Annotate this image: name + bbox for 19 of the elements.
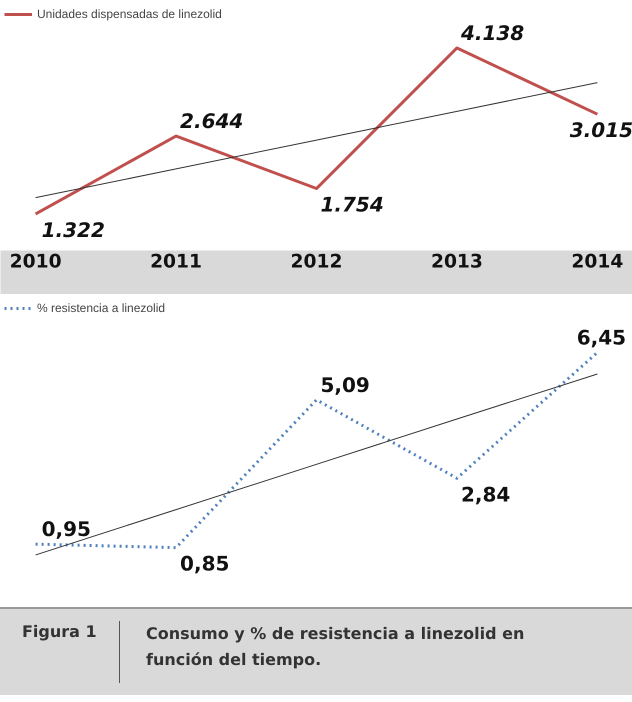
legend-label: Unidades dispensadas de linezolid xyxy=(37,7,222,21)
text: Figura 1 xyxy=(10,621,120,683)
data-label: 2,84 xyxy=(460,482,510,506)
x-tick-label: 2012 xyxy=(290,252,342,272)
x-tick-label: 2011 xyxy=(150,252,202,272)
data-label: 4.138 xyxy=(460,20,524,45)
data-label: 3.015 xyxy=(570,118,632,142)
data-label: 6,45 xyxy=(576,325,626,350)
x-tick-label: 2014 xyxy=(571,252,624,272)
data-label: 1.754 xyxy=(320,192,384,217)
data-label: 5,09 xyxy=(320,372,370,397)
data-label: 0,85 xyxy=(180,552,230,576)
text: Consumo y % de resistencia a linezolid en función del tiempo. xyxy=(145,623,526,671)
legend-label: % resistencia a linezolid xyxy=(37,301,166,315)
data-label: 0,95 xyxy=(42,517,91,542)
data-label: 1.322 xyxy=(42,218,105,242)
x-tick-label: 2013 xyxy=(430,252,483,272)
data-label: 2.644 xyxy=(180,109,244,134)
x-tick-label: 2010 xyxy=(10,252,62,272)
